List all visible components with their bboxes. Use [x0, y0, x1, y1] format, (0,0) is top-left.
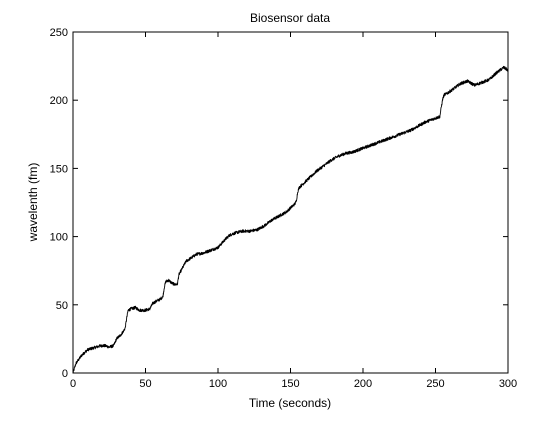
x-axis-label: Time (seconds): [249, 396, 331, 410]
x-tick-label: 200: [354, 378, 372, 390]
x-tick-label: 150: [281, 378, 299, 390]
x-tick-label: 100: [209, 378, 227, 390]
y-axis: 0 50 100 150 200 250: [50, 27, 508, 380]
y-tick-label: 50: [56, 300, 68, 312]
y-tick-label: 200: [50, 95, 68, 107]
y-axis-label: wavelenth (fm): [26, 163, 40, 243]
y-tick-label: 100: [50, 232, 68, 244]
y-tick-label: 250: [50, 27, 68, 39]
chart-title: Biosensor data: [250, 11, 330, 25]
y-tick-label: 0: [62, 368, 68, 380]
plot-area: [73, 32, 508, 373]
x-tick-label: 0: [70, 378, 76, 390]
series-layer: [72, 65, 509, 374]
x-tick-label: 250: [426, 378, 444, 390]
x-tick-label: 50: [139, 378, 151, 390]
series-line: [72, 65, 509, 374]
y-tick-label: 150: [50, 163, 68, 175]
x-axis: 0 50 100 150 200 250 300: [70, 32, 517, 390]
x-tick-label: 300: [499, 378, 517, 390]
